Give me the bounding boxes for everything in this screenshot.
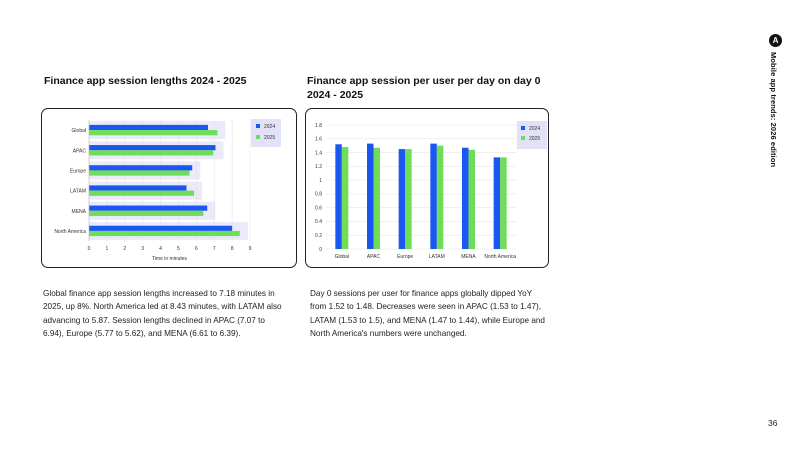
- right-chart-heading: Finance app session per user per day on …: [307, 75, 541, 101]
- legend-highlight: [517, 121, 547, 149]
- bar-2025: [468, 149, 475, 249]
- left-paragraph: Global finance app session lengths incre…: [43, 289, 282, 339]
- bar-2025: [341, 147, 349, 249]
- bar-2024: [430, 143, 437, 249]
- sessions-per-user-chart: 0 0.2 0.4 0.6 0.8 1 1.2 1.4 1.6 1.8 Global APAC Euro…: [315, 121, 547, 260]
- session-length-chart: Global APAC Europe LATAM MENA North America 0 1…: [54, 119, 281, 262]
- x-tick-label: 9: [249, 246, 252, 252]
- legend-label-2024: 2024: [264, 124, 275, 130]
- legend-highlight: [251, 119, 281, 147]
- bar-2025: [405, 149, 412, 249]
- x-tick-label: 5: [177, 246, 180, 252]
- bar-2025: [89, 130, 218, 136]
- brand-logo-icon: A: [769, 34, 782, 47]
- legend-label-2025: 2025: [529, 136, 540, 142]
- y-tick-label: 1.4: [315, 150, 322, 156]
- category-label: LATAM: [429, 254, 445, 260]
- x-tick-label: 8: [231, 246, 234, 252]
- y-tick-label: 1.6: [315, 137, 322, 143]
- bar-2025: [373, 147, 380, 249]
- legend-swatch-2025: [256, 135, 260, 139]
- category-label: Europe: [70, 168, 86, 174]
- sessions-per-user-chart-card: 0 0.2 0.4 0.6 0.8 1 1.2 1.4 1.6 1.8 Global APAC Euro…: [305, 108, 549, 268]
- category-label: Europe: [397, 254, 413, 260]
- y-tick-label: 0.4: [315, 219, 322, 225]
- bar-2024: [367, 143, 374, 249]
- category-label: North America: [54, 229, 86, 235]
- bar-2024: [462, 147, 469, 249]
- bar-2025: [89, 230, 240, 237]
- bar-2025: [89, 210, 204, 216]
- bar-2025: [89, 150, 214, 156]
- y-tick-label: 0.6: [315, 205, 322, 211]
- x-tick-label: 4: [159, 246, 162, 252]
- category-label: Global: [335, 254, 349, 260]
- category-label: MENA: [72, 209, 87, 215]
- legend-label-2024: 2024: [529, 126, 540, 132]
- category-label: Global: [72, 128, 86, 134]
- bar-2024: [398, 149, 406, 249]
- bar-2025: [89, 190, 195, 196]
- x-axis-title: Time in minutes: [152, 256, 188, 262]
- x-tick-label: 1: [105, 246, 108, 252]
- x-tick-label: 7: [213, 246, 216, 252]
- y-tick-label: 0.8: [315, 192, 322, 198]
- bar-2024: [89, 165, 193, 171]
- x-tick-label: 0: [88, 246, 91, 252]
- category-label: LATAM: [70, 189, 86, 195]
- legend-swatch-2024: [256, 124, 260, 128]
- publication-title: Mobile app trends: 2026 edition: [769, 52, 778, 168]
- legend-swatch-2024: [521, 126, 525, 130]
- bar-2024: [89, 124, 208, 131]
- bar-2025: [500, 157, 507, 249]
- y-tick-label: 1.2: [315, 164, 322, 170]
- left-chart-heading: Finance app session lengths 2024 - 2025: [44, 75, 247, 87]
- bar-2024: [89, 225, 233, 231]
- x-tick-label: 3: [141, 246, 144, 252]
- bar-2025: [89, 170, 190, 176]
- bar-2024: [493, 157, 501, 249]
- x-tick-label: 2: [123, 246, 126, 252]
- bar-2025: [436, 145, 444, 249]
- side-rail: A Mobile app trends: 2026 edition: [763, 34, 787, 184]
- category-label: North America: [484, 254, 516, 260]
- y-tick-label: 0.2: [315, 233, 322, 239]
- right-paragraph: Day 0 sessions per user for finance apps…: [310, 289, 545, 339]
- bar-2024: [89, 145, 216, 151]
- y-tick-label: 1.8: [315, 123, 322, 129]
- x-tick-label: 6: [195, 246, 198, 252]
- bar-2024: [89, 205, 208, 211]
- y-tick-label: 1: [319, 178, 322, 184]
- legend-swatch-2025: [521, 136, 525, 140]
- page-number: 36: [768, 418, 778, 428]
- category-label: MENA: [461, 254, 476, 260]
- category-label: APAC: [367, 254, 381, 260]
- session-length-chart-card: Global APAC Europe LATAM MENA North America 0 1…: [41, 108, 297, 268]
- category-label: APAC: [73, 148, 87, 154]
- bar-2024: [89, 185, 187, 191]
- bar-2024: [335, 144, 342, 249]
- y-tick-label: 0: [319, 247, 322, 253]
- legend-label-2025: 2025: [264, 135, 275, 141]
